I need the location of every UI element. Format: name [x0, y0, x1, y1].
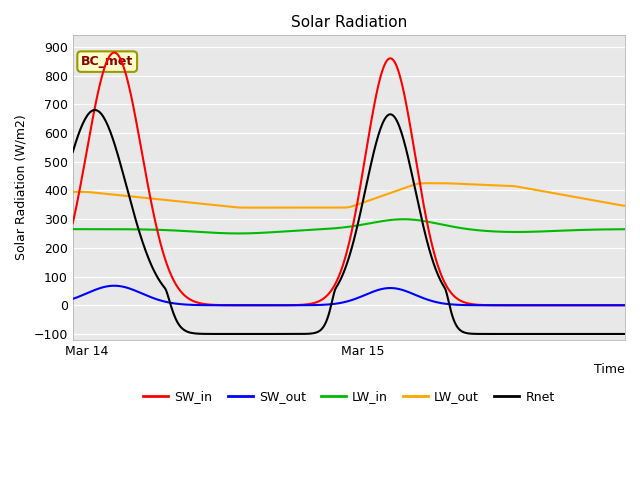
Y-axis label: Solar Radiation (W/m2): Solar Radiation (W/m2)	[15, 115, 28, 260]
Title: Solar Radiation: Solar Radiation	[291, 15, 407, 30]
Text: BC_met: BC_met	[81, 55, 133, 68]
X-axis label: Time: Time	[595, 363, 625, 376]
Legend: SW_in, SW_out, LW_in, LW_out, Rnet: SW_in, SW_out, LW_in, LW_out, Rnet	[138, 385, 559, 408]
